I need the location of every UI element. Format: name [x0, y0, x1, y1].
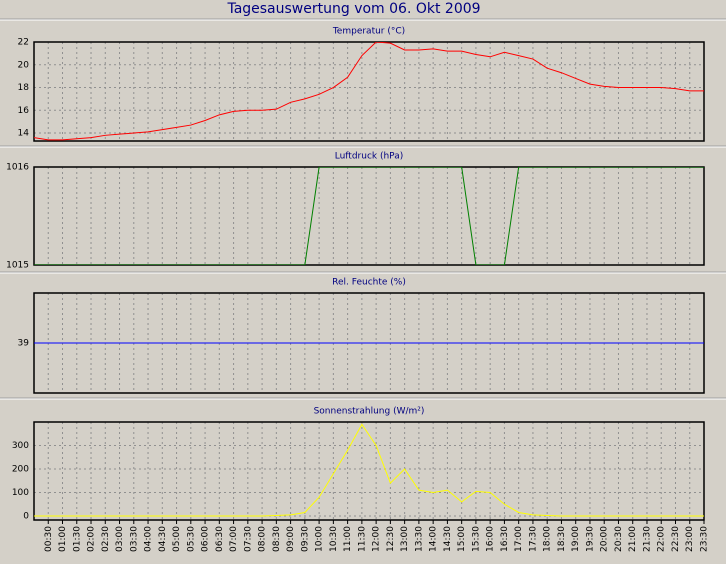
x-tick-label: 20:30 — [614, 526, 624, 552]
x-tick-label: 12:30 — [386, 526, 396, 552]
x-tick-label: 23:30 — [700, 526, 710, 552]
x-tick-label: 13:30 — [414, 526, 424, 552]
x-tick-label: 15:30 — [471, 526, 481, 552]
y-tick-label: 100 — [12, 488, 29, 498]
x-tick-label: 16:30 — [500, 526, 510, 552]
x-tick-label: 05:30 — [186, 526, 196, 552]
page-title: Tagesauswertung vom 06. Okt 2009 — [226, 1, 480, 17]
x-tick-label: 05:00 — [172, 526, 182, 552]
y-tick-label: 1016 — [6, 163, 29, 173]
plot-frame — [33, 41, 705, 142]
x-tick-label: 22:00 — [657, 526, 667, 552]
chart-title: Rel. Feuchte (%) — [332, 278, 406, 288]
x-tick-label: 07:30 — [243, 526, 253, 552]
x-tick-label: 09:00 — [286, 526, 296, 552]
x-tick-label: 15:00 — [457, 526, 467, 552]
x-tick-label: 11:30 — [357, 526, 367, 552]
y-tick-label: 200 — [12, 465, 29, 475]
x-tick-label: 08:30 — [272, 526, 282, 552]
x-tick-label: 11:00 — [343, 526, 353, 552]
data-line — [34, 167, 704, 265]
x-tick-label: 03:30 — [129, 526, 139, 552]
x-tick-label: 23:00 — [685, 526, 695, 552]
x-tick-label: 13:00 — [400, 526, 410, 552]
x-tick-label: 21:00 — [628, 526, 638, 552]
x-tick-label: 02:00 — [87, 526, 97, 552]
x-tick-label: 02:30 — [101, 526, 111, 552]
y-tick-label: 14 — [18, 129, 30, 139]
chart-title: Luftdruck (hPa) — [335, 152, 404, 162]
chart-title: Temperatur (°C) — [332, 27, 405, 37]
x-tick-label: 00:30 — [44, 526, 54, 552]
plot-frame — [33, 421, 705, 521]
x-tick-label: 20:00 — [600, 526, 610, 552]
plot-frame — [33, 166, 705, 266]
y-tick-label: 16 — [18, 106, 30, 116]
x-tick-label: 16:00 — [486, 526, 496, 552]
x-tick-label: 04:00 — [144, 526, 154, 552]
chart-title: Sonnenstrahlung (W/m²) — [314, 407, 425, 417]
x-tick-label: 12:00 — [372, 526, 382, 552]
x-tick-label: 19:30 — [585, 526, 595, 552]
x-tick-label: 03:00 — [115, 526, 125, 552]
y-tick-label: 20 — [18, 60, 30, 70]
x-tick-label: 18:00 — [543, 526, 553, 552]
y-tick-label: 1015 — [6, 261, 29, 271]
x-tick-label: 17:00 — [514, 526, 524, 552]
x-tick-label: 10:30 — [329, 526, 339, 552]
x-tick-label: 19:00 — [571, 526, 581, 552]
x-tick-label: 06:00 — [201, 526, 211, 552]
x-tick-label: 21:30 — [642, 526, 652, 552]
y-tick-label: 39 — [18, 339, 30, 349]
x-tick-label: 10:00 — [315, 526, 325, 552]
x-tick-label: 07:00 — [229, 526, 239, 552]
x-tick-label: 17:30 — [528, 526, 538, 552]
data-line — [34, 423, 704, 517]
x-tick-label: 14:00 — [429, 526, 439, 552]
data-line — [34, 42, 704, 141]
x-tick-label: 18:30 — [557, 526, 567, 552]
y-tick-label: 300 — [12, 441, 29, 451]
x-tick-label: 14:30 — [443, 526, 453, 552]
y-tick-label: 0 — [23, 512, 29, 522]
x-tick-label: 04:30 — [158, 526, 168, 552]
x-tick-label: 08:00 — [258, 526, 268, 552]
x-tick-label: 09:30 — [300, 526, 310, 552]
x-tick-label: 06:30 — [215, 526, 225, 552]
x-tick-label: 01:00 — [58, 526, 68, 552]
y-tick-label: 18 — [18, 83, 30, 93]
x-tick-label: 01:30 — [72, 526, 82, 552]
x-tick-label: 22:30 — [671, 526, 681, 552]
y-tick-label: 22 — [18, 38, 29, 48]
